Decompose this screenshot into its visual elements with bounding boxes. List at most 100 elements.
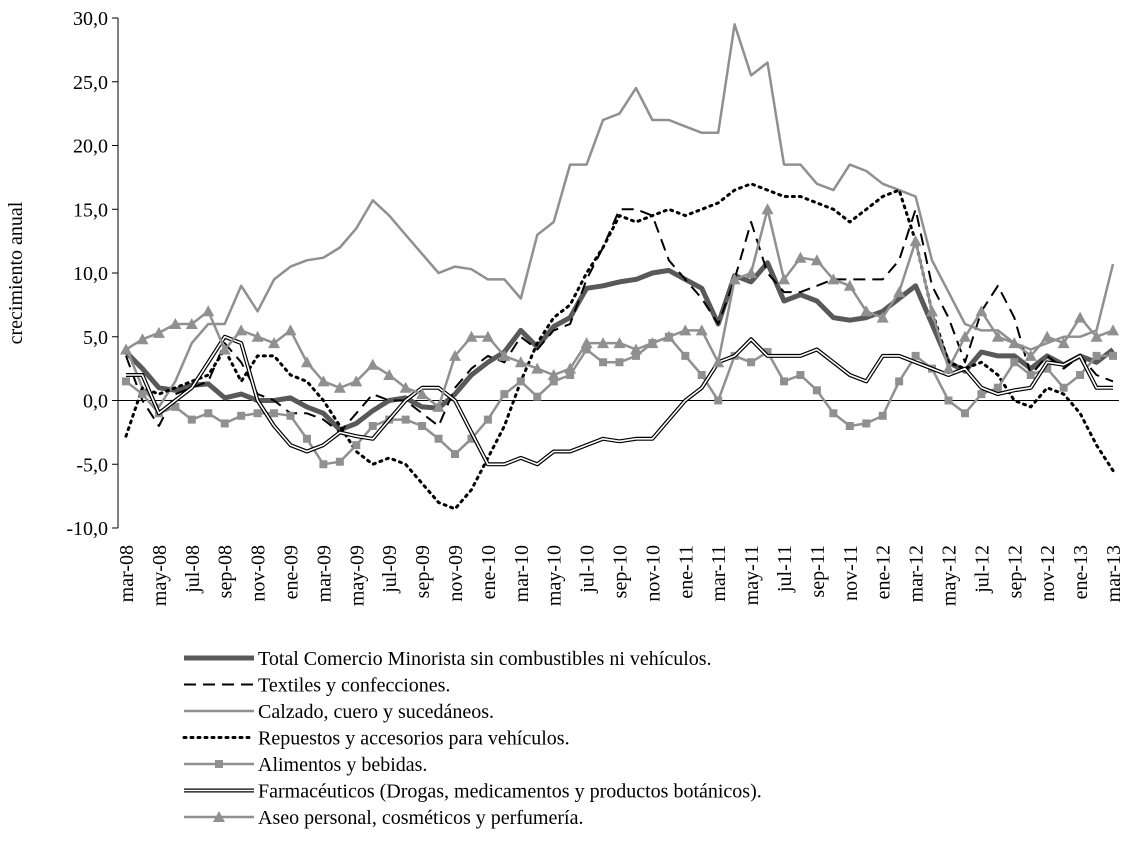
marker [613, 337, 626, 349]
x-tick-label: nov-10 [642, 545, 664, 602]
marker [451, 450, 459, 459]
x-tick-label: mar-08 [116, 545, 138, 602]
marker [366, 358, 379, 370]
marker [352, 441, 361, 450]
x-tick-label: ene-10 [478, 545, 500, 599]
marker [564, 362, 577, 374]
series [126, 334, 1113, 467]
legend-label: Total Comercio Minorista sin combustible… [258, 648, 712, 670]
marker [695, 324, 708, 336]
x-tick-label: nov-11 [840, 545, 862, 601]
marker [909, 235, 922, 247]
marker [679, 324, 692, 336]
y-tick-label: -10,0 [66, 518, 108, 540]
marker [646, 337, 659, 349]
y-tick-label: 15,0 [73, 199, 108, 221]
series [122, 332, 1117, 469]
marker [977, 390, 986, 399]
marker [862, 419, 871, 428]
legend-item: Alimentos y bebidas. [184, 754, 427, 776]
marker [1041, 330, 1054, 342]
marker [747, 358, 756, 367]
marker [350, 375, 363, 387]
marker [171, 402, 180, 411]
marker [300, 356, 313, 368]
marker [120, 343, 132, 355]
x-tick-label: jul-08 [182, 545, 204, 594]
marker [368, 422, 377, 430]
marker [498, 349, 511, 361]
marker [843, 279, 856, 291]
y-tick-label: 5,0 [83, 327, 108, 349]
x-tick-label: sep-12 [1004, 545, 1026, 598]
marker [220, 419, 229, 428]
marker [516, 377, 525, 386]
x-tick-label: mar-13 [1103, 545, 1125, 602]
marker [631, 351, 640, 360]
marker [566, 371, 575, 379]
x-tick-label: ene-09 [281, 545, 303, 599]
legend-item: Total Comercio Minorista sin combustible… [184, 648, 712, 670]
marker [860, 305, 873, 317]
marker [1076, 371, 1085, 379]
marker [434, 434, 443, 443]
y-tick-label: 30,0 [73, 8, 108, 30]
marker [237, 411, 246, 420]
legend-label: Calzado, cuero y sucedáneos. [258, 701, 494, 723]
y-tick-label: 25,0 [73, 72, 108, 94]
marker [794, 251, 807, 263]
series-line [125, 208, 1114, 409]
marker [878, 411, 887, 420]
legend-item: Calzado, cuero y sucedáneos. [184, 701, 494, 723]
marker [876, 311, 889, 323]
marker [547, 369, 560, 380]
marker [1074, 311, 1087, 323]
marker [599, 358, 608, 367]
legend-item: Aseo personal, cosméticos y perfumería. [184, 807, 583, 829]
x-tick-label: may-10 [544, 545, 566, 606]
marker [662, 330, 675, 342]
marker [778, 273, 790, 285]
legend-item: Textiles y confecciones. [184, 675, 450, 697]
marker [514, 356, 527, 368]
marker [993, 383, 1002, 392]
legend-item: Repuestos y accesorios para vehículos. [182, 728, 570, 750]
series-line [124, 182, 1115, 511]
marker [253, 409, 262, 418]
marker [697, 371, 706, 379]
x-tick-label: mar-10 [511, 545, 533, 602]
marker [383, 369, 396, 380]
marker [483, 415, 492, 424]
marker [481, 330, 494, 342]
marker [958, 330, 971, 342]
marker [1043, 364, 1052, 373]
marker [615, 358, 624, 367]
y-tick-label: 0,0 [83, 391, 108, 413]
marker [138, 390, 147, 399]
y-tick-label: 10,0 [73, 263, 108, 285]
legend-label: Farmacéuticos (Drogas, medicamentos y pr… [258, 781, 762, 803]
marker [763, 348, 772, 357]
marker [1092, 351, 1101, 360]
marker [911, 351, 920, 360]
x-tick-label: mar-12 [906, 545, 928, 602]
marker [235, 324, 248, 336]
marker [1109, 351, 1117, 360]
marker [302, 434, 311, 443]
marker [467, 434, 476, 443]
marker [745, 267, 758, 278]
series [124, 23, 1115, 409]
x-tick-label: jul-11 [774, 545, 796, 593]
marker [1024, 349, 1037, 361]
series-line-inner [126, 336, 1113, 466]
marker [202, 305, 215, 317]
x-tick-label: ene-13 [1070, 545, 1092, 599]
marker [1010, 358, 1019, 367]
marker [761, 203, 774, 215]
marker [829, 409, 838, 418]
marker [845, 422, 854, 430]
x-tick-label: may-11 [741, 545, 763, 605]
marker [418, 422, 427, 430]
marker [549, 377, 558, 386]
marker [399, 381, 412, 393]
